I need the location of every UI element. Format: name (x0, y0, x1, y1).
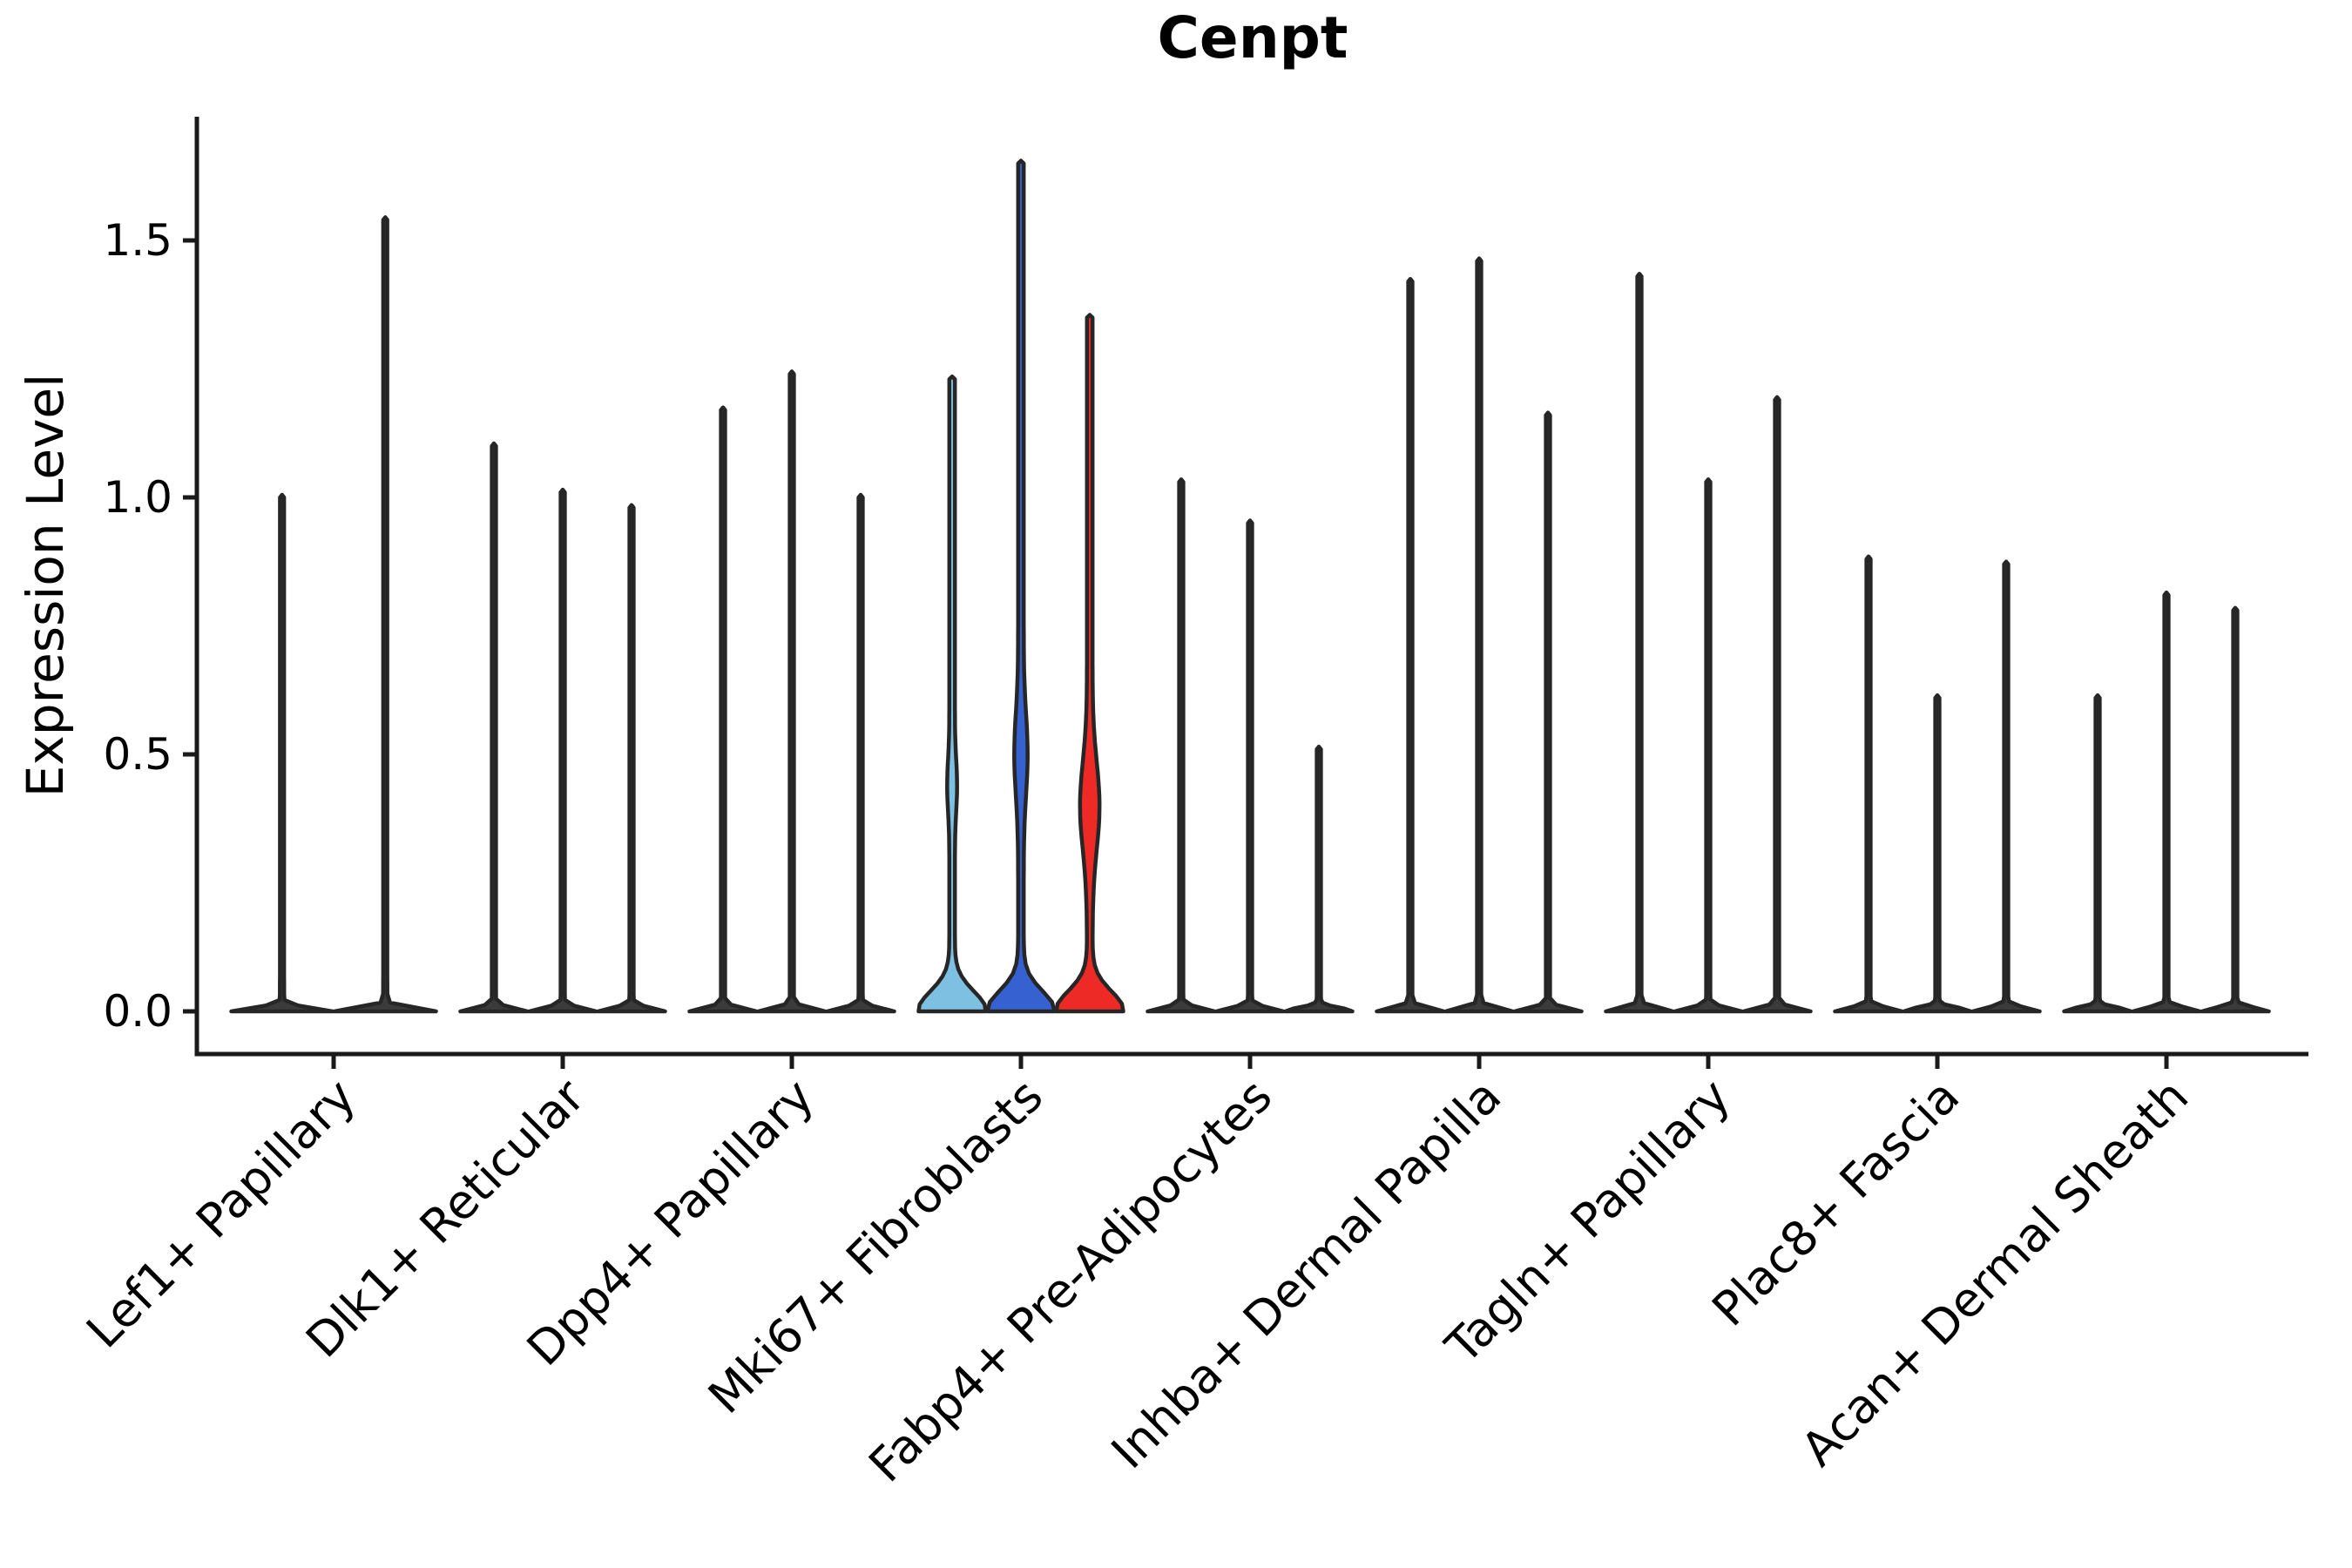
violin (1283, 744, 1355, 1014)
x-tick-label: Acan+ Dermal Sheath (1791, 1069, 2199, 1477)
violin (1604, 272, 1675, 1014)
violin (916, 375, 988, 1014)
y-tick-label: 0.0 (103, 986, 172, 1037)
y-tick-label: 1.0 (103, 472, 172, 523)
x-tick-label: Plac8+ Fascia (1701, 1069, 1970, 1337)
violin (332, 215, 438, 1014)
x-tick-label: Fabp4+ Pre-Adipocytes (858, 1069, 1282, 1493)
violin (1741, 395, 1813, 1014)
violin (1146, 477, 1217, 1014)
violin (1970, 559, 2042, 1014)
violin (1375, 276, 1446, 1014)
chart-title: Cenpt (1158, 4, 1348, 71)
violin (229, 492, 335, 1014)
axis-spines (194, 117, 2308, 1057)
violin (458, 441, 530, 1014)
violin (527, 487, 598, 1014)
violin (1054, 313, 1125, 1014)
violin (2062, 693, 2133, 1014)
violin (825, 492, 896, 1014)
y-axis-label: Expression Level (16, 374, 75, 797)
violin (687, 405, 759, 1014)
violin (985, 159, 1057, 1014)
axes-layer (183, 117, 2308, 1069)
violin (596, 503, 667, 1014)
y-tick-label: 1.5 (103, 215, 172, 266)
violin (1214, 518, 1286, 1014)
violin (756, 369, 828, 1014)
violin (2200, 605, 2271, 1014)
violin (2131, 590, 2202, 1014)
violin (1833, 554, 1904, 1014)
violin (1512, 410, 1584, 1014)
violin (1443, 256, 1515, 1014)
y-tick-label: 0.5 (103, 729, 172, 780)
violin (1673, 477, 1744, 1014)
x-tick-label: Inhba+ Dermal Papilla (1101, 1069, 1511, 1479)
violin (1902, 693, 1973, 1014)
violins-layer (229, 159, 2271, 1014)
